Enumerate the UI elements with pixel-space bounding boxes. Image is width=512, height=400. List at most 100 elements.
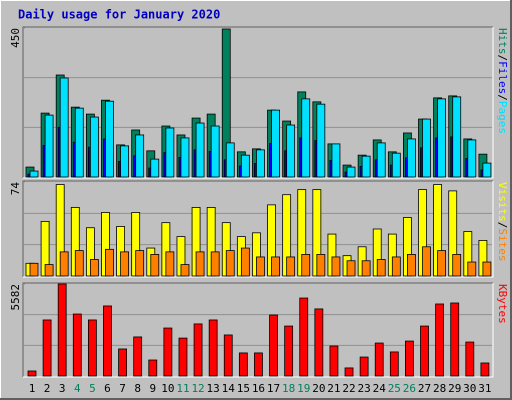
x-tick-label: 31 xyxy=(478,382,491,395)
legend: Hits/Files/Pages xyxy=(496,28,509,134)
bar xyxy=(240,247,250,277)
bar xyxy=(480,362,490,377)
x-tick-label: 27 xyxy=(418,382,431,395)
bar xyxy=(391,152,401,178)
bar xyxy=(299,297,309,377)
bar xyxy=(316,254,326,277)
x-tick-label: 26 xyxy=(403,382,416,395)
x-tick-label: 9 xyxy=(149,382,156,395)
bar xyxy=(87,319,97,377)
bar xyxy=(225,250,235,277)
bar xyxy=(256,256,265,277)
legend-entry: KBytes xyxy=(496,284,509,324)
bar xyxy=(89,116,99,178)
bar xyxy=(344,367,354,377)
bar xyxy=(361,155,371,178)
x-tick-label: 24 xyxy=(373,382,387,395)
x-tick-label: 25 xyxy=(388,382,401,395)
y-tick-label: 5582 xyxy=(9,284,22,311)
bar xyxy=(452,96,462,178)
bar xyxy=(195,122,205,178)
x-tick-label: 4 xyxy=(74,382,81,395)
bar xyxy=(376,142,386,178)
bar xyxy=(135,250,145,277)
x-tick-label: 29 xyxy=(448,382,461,395)
bar xyxy=(29,170,39,178)
bar xyxy=(286,124,296,178)
bar xyxy=(254,352,263,377)
bar xyxy=(331,143,341,178)
x-tick-label: 22 xyxy=(342,382,355,395)
bar xyxy=(150,158,160,178)
bar xyxy=(148,359,158,377)
x-tick-label: 2 xyxy=(44,382,51,395)
bar xyxy=(422,118,431,178)
bar xyxy=(105,248,114,277)
bar xyxy=(165,251,175,277)
bar xyxy=(331,256,341,277)
x-tick-label: 18 xyxy=(282,382,295,395)
bar xyxy=(240,154,250,178)
bar xyxy=(256,149,265,178)
x-tick-label: 11 xyxy=(176,382,189,395)
bar xyxy=(27,370,37,377)
bar xyxy=(376,259,386,277)
bar xyxy=(346,166,356,178)
legend-entry: Sites xyxy=(496,228,509,261)
bar xyxy=(72,313,82,377)
x-tick-label: 1 xyxy=(29,382,36,395)
x-tick-label: 17 xyxy=(267,382,280,395)
bar xyxy=(405,340,414,377)
bar xyxy=(284,325,294,377)
x-tick-label: 7 xyxy=(119,382,126,395)
bar xyxy=(407,138,416,178)
bar xyxy=(210,125,220,178)
bar xyxy=(374,342,384,377)
bar xyxy=(346,260,356,277)
x-tick-label: 13 xyxy=(207,382,220,395)
x-tick-label: 19 xyxy=(297,382,310,395)
legend: KBytes xyxy=(496,284,509,324)
legend-entry: Files xyxy=(496,61,509,94)
x-tick-label: 10 xyxy=(161,382,174,395)
bar xyxy=(180,264,190,277)
chart-title: Daily usage for January 2020 xyxy=(18,8,220,22)
bar xyxy=(193,323,203,377)
bar xyxy=(467,139,477,178)
legend-entry: Hits xyxy=(496,28,509,55)
bar xyxy=(359,356,369,377)
bar xyxy=(135,134,145,178)
y-tick-label: 74 xyxy=(9,182,22,196)
legend-separator: / xyxy=(496,94,509,101)
bar xyxy=(329,345,339,377)
bar xyxy=(44,114,54,178)
bar xyxy=(391,256,401,277)
legend: Visits/Sites xyxy=(496,182,509,262)
bar xyxy=(150,254,160,277)
x-tick-label: 30 xyxy=(463,382,476,395)
legend-entry: Pages xyxy=(496,101,509,134)
bar xyxy=(225,142,235,178)
bar xyxy=(407,254,416,277)
bar xyxy=(422,246,431,277)
panel-bevel-dark xyxy=(22,180,493,277)
y-tick-label: 450 xyxy=(9,28,22,48)
bar xyxy=(420,325,429,377)
bar xyxy=(59,77,69,178)
bar xyxy=(301,254,311,277)
x-tick-label: 21 xyxy=(327,382,340,395)
bar xyxy=(482,261,492,277)
bar xyxy=(42,319,52,377)
bar xyxy=(450,302,460,377)
bar xyxy=(435,303,445,377)
bar xyxy=(389,351,399,377)
bar xyxy=(165,127,175,178)
bar xyxy=(465,341,475,377)
bar xyxy=(74,107,84,178)
bar xyxy=(271,256,280,277)
x-tick-label: 12 xyxy=(191,382,204,395)
panel-bevel-light xyxy=(23,27,494,179)
bar xyxy=(105,100,114,178)
